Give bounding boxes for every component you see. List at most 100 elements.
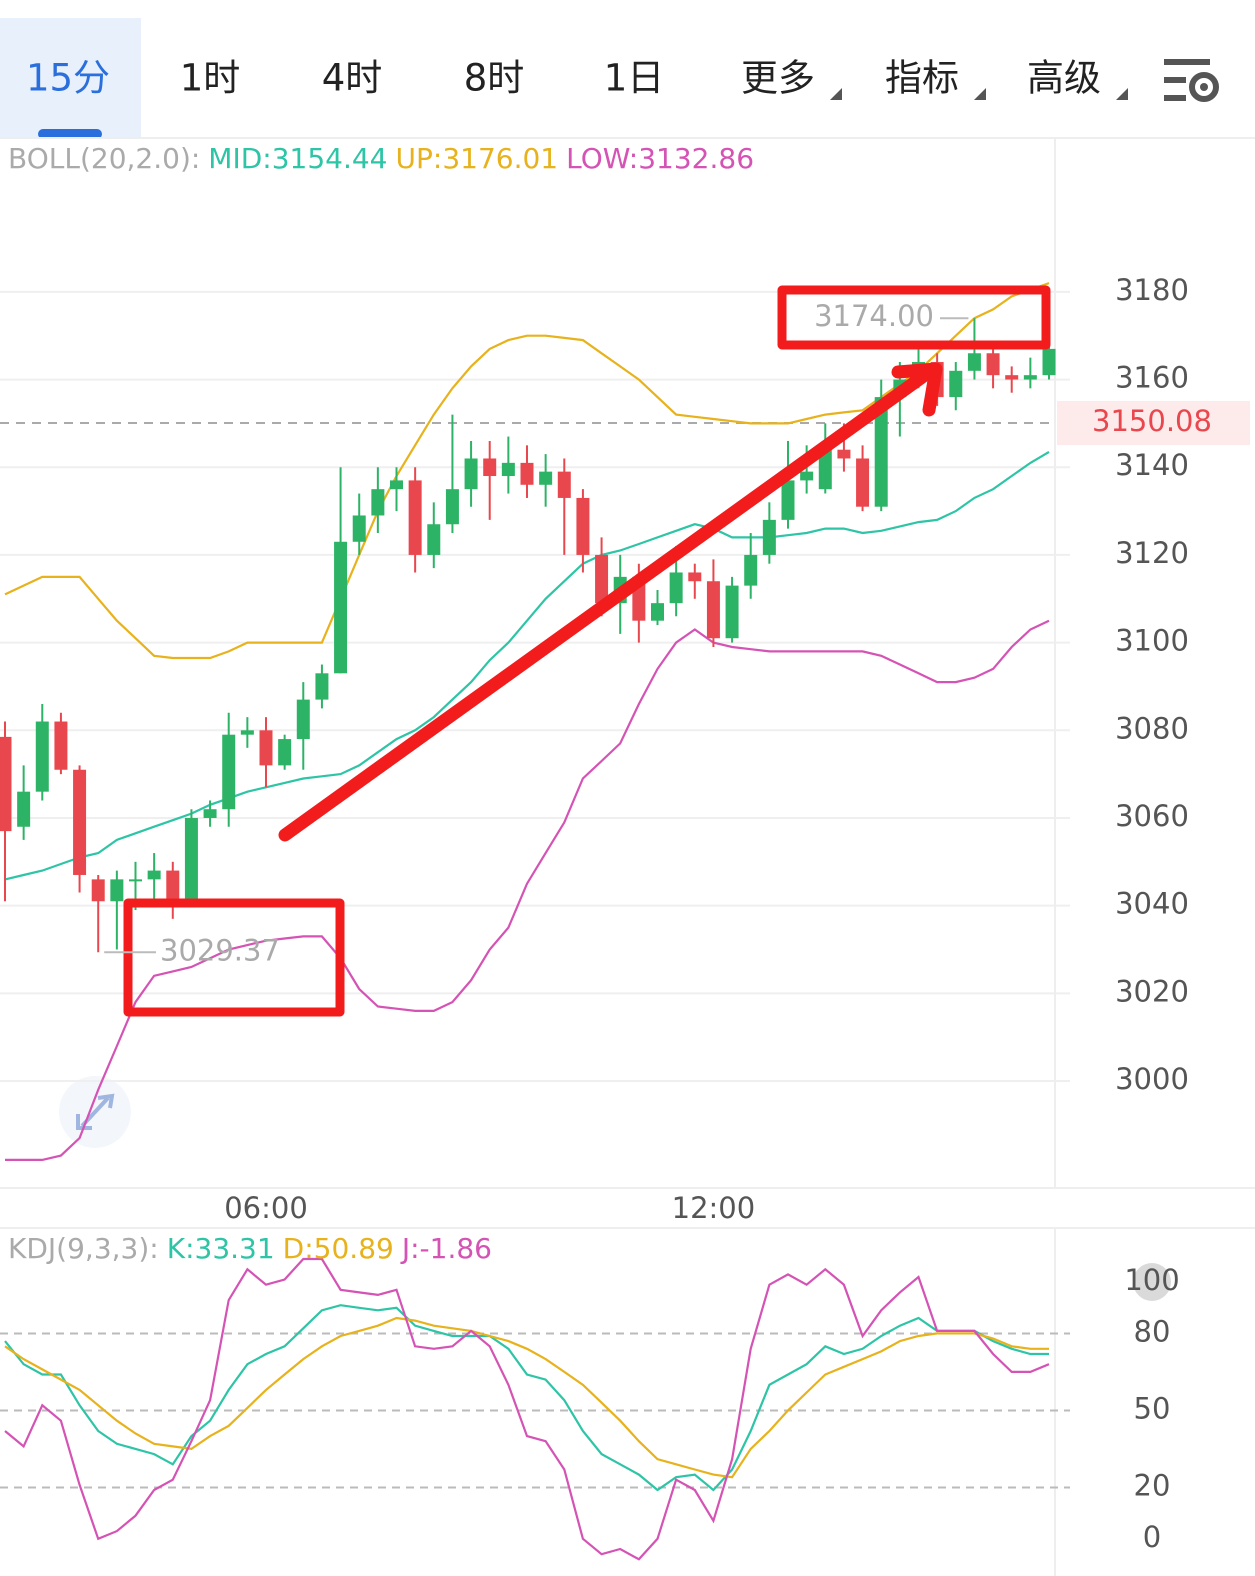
scroll-handle[interactable] (1133, 1263, 1171, 1301)
y-tick-label: 3160 (1115, 361, 1189, 395)
y-tick-label: 3140 (1115, 448, 1189, 482)
candle-body (17, 791, 31, 827)
candle-body (520, 462, 534, 485)
candle-body (837, 449, 851, 459)
x-tick-label: 06:00 (224, 1191, 308, 1225)
candle-body (576, 497, 590, 555)
candle-body (129, 879, 142, 882)
last-price-label: 3150.08 (1092, 404, 1212, 438)
y-tick-label: 3120 (1115, 536, 1189, 570)
indicator-line (4, 450, 1050, 881)
candle-body (427, 524, 441, 555)
candle-body (706, 581, 720, 639)
candle-body (334, 541, 348, 674)
candle-body (557, 471, 571, 498)
active-tab-bg (0, 18, 141, 138)
legend-entry: BOLL(20,2.0): (8, 142, 200, 175)
candle-body (669, 572, 683, 604)
active-tab-indicator (38, 129, 102, 139)
candle-body (1042, 348, 1056, 376)
candle-body (986, 353, 1000, 376)
legend-entry: K:33.31 (167, 1232, 275, 1265)
candle-body (818, 449, 832, 490)
candle-body (501, 462, 515, 477)
tab[interactable]: 更多 (741, 57, 815, 100)
candle-body (874, 397, 888, 507)
legend-entry: UP:3176.01 (396, 142, 559, 175)
candle-body (725, 585, 739, 639)
tab[interactable]: 1日 (604, 57, 665, 100)
indicator-line (5, 619, 1050, 1161)
candle-body (371, 489, 385, 516)
last-price-bg (1057, 401, 1250, 446)
y-tick-label: 3040 (1115, 887, 1189, 921)
min-marker-label: 3029.37 (160, 933, 280, 967)
tab[interactable]: 1时 (180, 57, 241, 100)
candle-body (315, 673, 329, 700)
candle-body (949, 370, 963, 398)
candle-body (595, 554, 609, 604)
max-marker-label: 3174.00 (814, 299, 934, 333)
y-tick-label: 3100 (1115, 624, 1189, 658)
y-tick-label: 3180 (1115, 273, 1189, 307)
candle-body (744, 554, 758, 586)
candle-body (110, 879, 124, 902)
y-tick-label: 3080 (1115, 711, 1189, 745)
indicator-line (4, 1304, 1049, 1492)
candle-body (203, 809, 217, 818)
y-tick-label: 0 (1143, 1520, 1161, 1554)
candle-body (651, 603, 664, 621)
y-tick-label: 50 (1134, 1391, 1171, 1425)
candle-body (54, 721, 68, 770)
tab[interactable]: 高级 (1027, 57, 1101, 100)
candle-body (408, 480, 422, 555)
y-tick-label: 3060 (1115, 799, 1189, 833)
y-tick-label: 80 (1134, 1314, 1171, 1348)
candle-body (240, 730, 254, 735)
candle-body (856, 458, 870, 507)
legend-entry: LOW:3132.86 (566, 142, 754, 175)
candle-body (296, 699, 310, 740)
candle-body (800, 471, 814, 481)
candle-body (166, 870, 180, 902)
candle-body (0, 736, 12, 832)
legend-entry: MID:3154.44 (208, 142, 387, 175)
indicator-line (4, 1316, 1049, 1479)
tab[interactable]: 4时 (322, 57, 383, 100)
user-annotation (123, 285, 1051, 1017)
candle-body (539, 471, 553, 485)
legend-entry: D:50.89 (283, 1232, 394, 1265)
candle-body (464, 458, 478, 490)
legend-entry: J:-1.86 (400, 1232, 492, 1265)
candle-body (1023, 375, 1037, 380)
candle-body (35, 721, 49, 792)
candle-body (688, 572, 702, 582)
indicator-line (4, 1257, 1050, 1561)
candle-body (967, 353, 981, 371)
candle-body (352, 515, 366, 542)
candle-body (390, 480, 403, 490)
candle-body (1005, 375, 1019, 380)
candle-body (222, 734, 236, 810)
y-tick-label: 3000 (1115, 1062, 1189, 1096)
candle-body (73, 769, 87, 875)
y-tick-label: 3020 (1115, 974, 1189, 1008)
kdj-lines (4, 1257, 1050, 1561)
candle-body (278, 739, 292, 766)
candle-body (184, 817, 198, 902)
candle-body (147, 870, 161, 880)
tab[interactable]: 15分 (26, 57, 110, 100)
y-tick-label: 100 (1124, 1263, 1179, 1297)
candle-body (762, 519, 776, 555)
candle-body (483, 458, 497, 477)
candle-body (259, 730, 273, 766)
candle-body (781, 480, 795, 520)
settings-icon[interactable] (1164, 59, 1219, 102)
dropdown-arrows (830, 88, 1128, 100)
y-tick-label: 20 (1134, 1468, 1171, 1502)
candle-body (91, 879, 105, 902)
tab[interactable]: 指标 (885, 57, 959, 100)
tab[interactable]: 8时 (464, 57, 525, 100)
x-tick-label: 12:00 (672, 1191, 756, 1225)
